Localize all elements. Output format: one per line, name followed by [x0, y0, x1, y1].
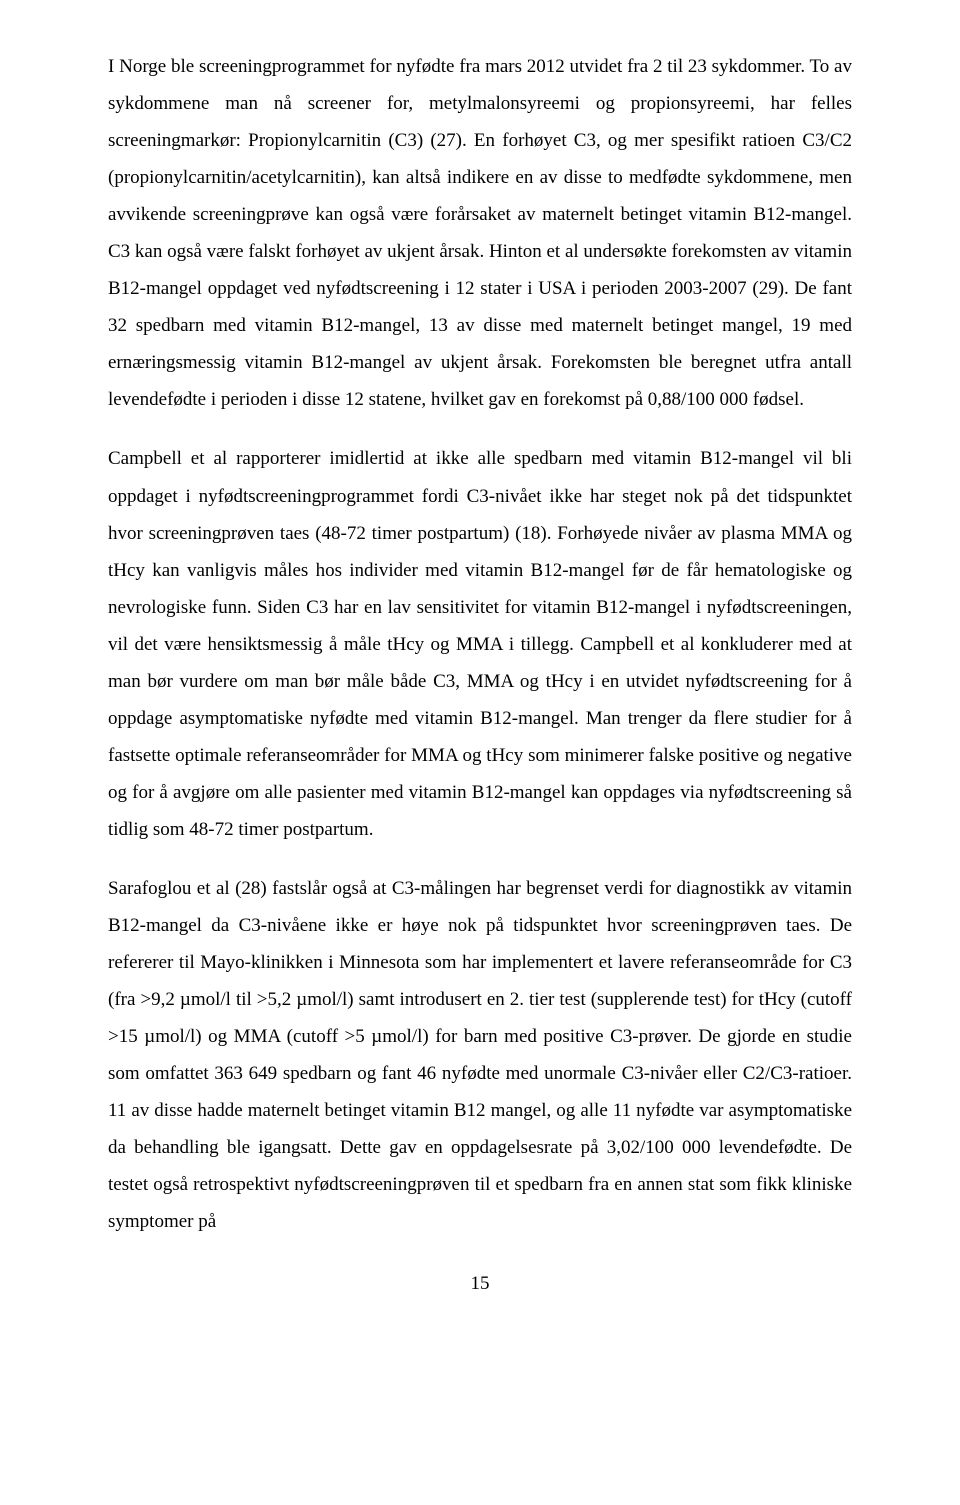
document-page: I Norge ble screeningprogrammet for nyfø… — [0, 0, 960, 1505]
body-paragraph: I Norge ble screeningprogrammet for nyfø… — [108, 48, 852, 418]
page-number: 15 — [108, 1274, 852, 1293]
body-paragraph: Campbell et al rapporterer imidlertid at… — [108, 440, 852, 848]
body-paragraph: Sarafoglou et al (28) fastslår også at C… — [108, 870, 852, 1240]
